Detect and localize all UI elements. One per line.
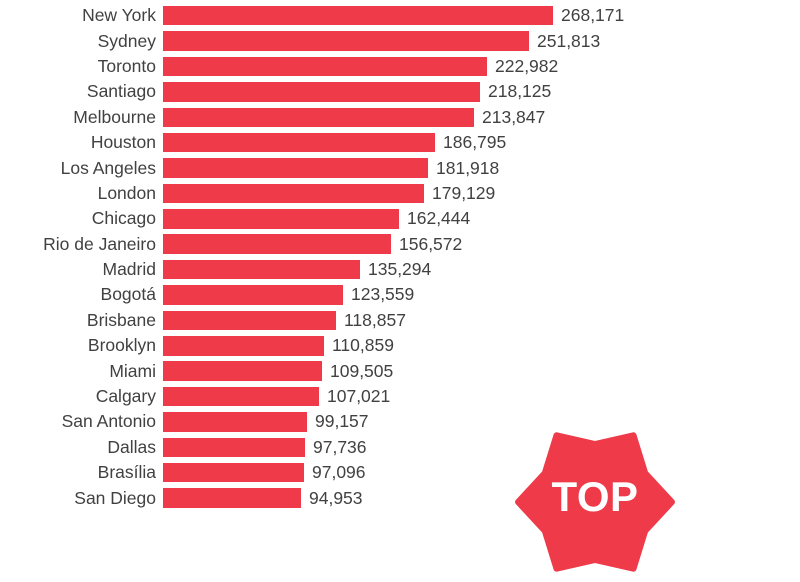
bar-row: Houston 186,795 [0, 130, 800, 155]
top-badge: TOP [515, 422, 675, 582]
category-label: Toronto [97, 55, 156, 76]
value-label: 97,096 [312, 462, 366, 483]
category-label: Miami [109, 360, 156, 381]
bar-row: Miami 109,505 [0, 358, 800, 383]
value-label: 99,157 [315, 411, 369, 432]
value-label: 118,857 [344, 309, 406, 330]
category-label: Rio de Janeiro [43, 233, 156, 254]
bar [163, 462, 304, 483]
value-label: 179,129 [432, 182, 496, 203]
bar-row: San Antonio 99,157 [0, 409, 800, 434]
bar [163, 82, 480, 102]
category-label: Chicago [91, 208, 156, 229]
bar-row: London 179,129 [0, 181, 800, 206]
bar [163, 183, 424, 204]
bar [163, 56, 487, 77]
bar [163, 158, 428, 178]
category-label: New York [82, 5, 156, 26]
value-label: 109,505 [330, 360, 394, 381]
bar-row: Santiago 218,125 [0, 79, 800, 104]
bar [163, 361, 322, 381]
category-label: Brisbane [86, 309, 156, 330]
bar-row: Brisbane 118,857 [0, 308, 800, 333]
value-label: 97,736 [313, 436, 367, 457]
value-label: 251,813 [537, 30, 601, 51]
bar [163, 259, 360, 280]
value-label: 162,444 [407, 208, 471, 229]
bar-row: Brasília 97,096 [0, 460, 800, 485]
category-label: Los Angeles [60, 157, 156, 178]
category-label: Brasília [97, 462, 156, 483]
bar-row: Bogotá 123,559 [0, 282, 800, 307]
bar [163, 5, 553, 26]
bar-row: Calgary 107,021 [0, 384, 800, 409]
category-label: Santiago [86, 81, 156, 102]
bar [163, 488, 301, 508]
top-badge-label: TOP [551, 473, 639, 520]
bar [163, 234, 391, 254]
category-label: Madrid [102, 259, 157, 280]
bar-row: Brooklyn 110,859 [0, 333, 800, 358]
value-label: 181,918 [436, 157, 500, 178]
bar-row: New York 268,171 [0, 3, 800, 28]
value-label: 268,171 [561, 5, 625, 26]
value-label: 218,125 [488, 81, 552, 102]
bar-row: Melbourne 213,847 [0, 105, 800, 130]
value-label: 222,982 [495, 55, 559, 76]
bar [163, 336, 324, 356]
bar [163, 31, 529, 51]
category-label: Houston [90, 132, 156, 153]
value-label: 94,953 [309, 487, 363, 508]
bar [163, 285, 343, 305]
category-label: San Antonio [61, 411, 156, 432]
bar-row: Los Angeles 181,918 [0, 155, 800, 180]
category-label: Calgary [95, 386, 156, 407]
bar-row: Rio de Janeiro 156,572 [0, 232, 800, 257]
bar [163, 437, 305, 458]
bar [163, 209, 399, 229]
bar [163, 412, 307, 432]
category-label: London [97, 182, 156, 203]
value-label: 135,294 [368, 259, 432, 280]
bar-row: Sydney 251,813 [0, 28, 800, 53]
bar-chart: New York 268,171 Sydney 251,813 Toronto … [0, 3, 800, 511]
bar-row: Dallas 97,736 [0, 435, 800, 460]
value-label: 186,795 [443, 132, 507, 153]
bar [163, 107, 474, 127]
bar [163, 132, 435, 153]
value-label: 107,021 [327, 386, 391, 407]
bar [163, 310, 336, 331]
value-label: 156,572 [399, 233, 463, 254]
bar-row: Toronto 222,982 [0, 54, 800, 79]
category-label: Bogotá [100, 284, 156, 305]
category-label: Sydney [97, 30, 156, 51]
bar-row: Chicago 162,444 [0, 206, 800, 231]
category-label: Brooklyn [87, 335, 156, 356]
category-label: Melbourne [73, 106, 156, 127]
bar [163, 386, 319, 407]
category-label: Dallas [107, 436, 156, 457]
value-label: 110,859 [332, 335, 394, 356]
value-label: 123,559 [351, 284, 415, 305]
category-label: San Diego [74, 487, 156, 508]
value-label: 213,847 [482, 106, 546, 127]
bar-row: San Diego 94,953 [0, 485, 800, 510]
bar-row: Madrid 135,294 [0, 257, 800, 282]
